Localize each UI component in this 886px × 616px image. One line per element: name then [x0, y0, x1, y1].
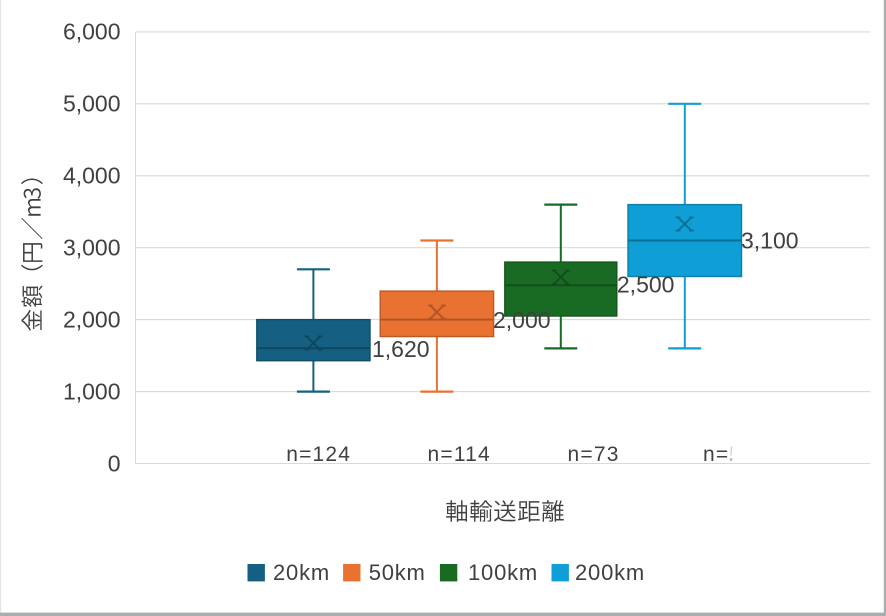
- svg-text:n=73: n=73: [568, 443, 620, 466]
- svg-text:1,620: 1,620: [372, 336, 430, 362]
- svg-text:50km: 50km: [369, 560, 426, 585]
- svg-text:1,000: 1,000: [63, 378, 121, 404]
- svg-text:n=: n=: [703, 443, 729, 466]
- svg-text:6,000: 6,000: [63, 19, 121, 45]
- svg-text:4,000: 4,000: [63, 163, 121, 189]
- svg-text:2,500: 2,500: [617, 272, 675, 298]
- svg-text:2,000: 2,000: [493, 307, 551, 333]
- svg-text:200km: 200km: [575, 560, 645, 585]
- svg-text:3,100: 3,100: [741, 227, 799, 253]
- svg-text:20km: 20km: [273, 560, 330, 585]
- svg-text:100km: 100km: [468, 560, 538, 585]
- svg-text:5,000: 5,000: [63, 91, 121, 117]
- svg-text:n=124: n=124: [286, 443, 351, 466]
- svg-text:2,000: 2,000: [63, 306, 121, 332]
- svg-text:0: 0: [108, 450, 121, 476]
- svg-text:n=114: n=114: [428, 443, 491, 466]
- svg-text:3,000: 3,000: [63, 235, 121, 261]
